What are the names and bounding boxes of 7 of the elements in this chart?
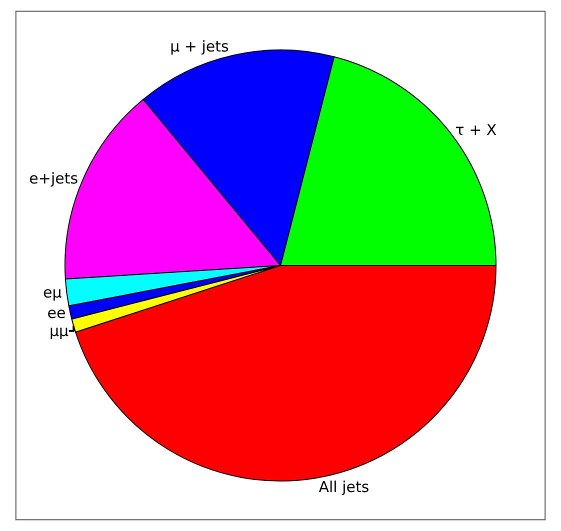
slice-label: τ + X <box>455 121 497 140</box>
slice-label: μμ <box>50 322 70 340</box>
slice-label: ee <box>47 304 66 322</box>
slice-label: eμ <box>42 284 62 302</box>
slice-label: e+jets <box>29 169 78 188</box>
slice-label: All jets <box>318 478 370 496</box>
slice-label: μ + jets <box>170 38 229 56</box>
